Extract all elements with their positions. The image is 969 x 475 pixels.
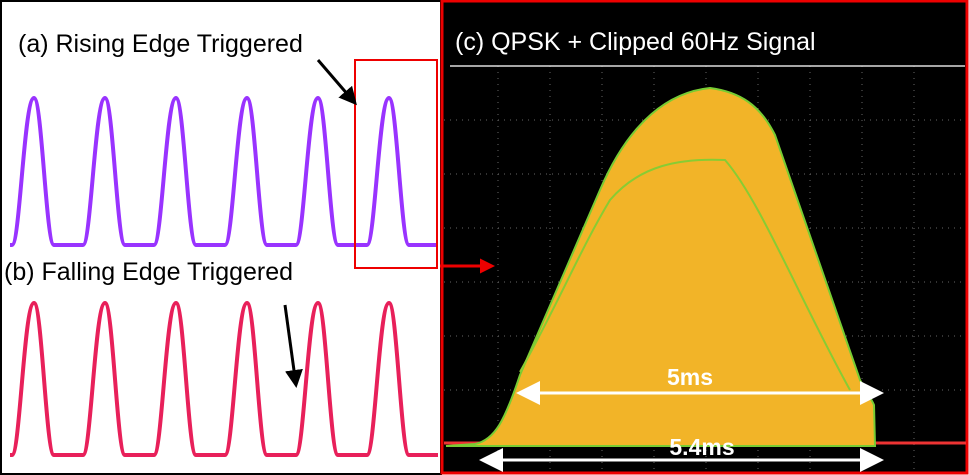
duration-label: 5ms xyxy=(667,364,713,390)
panel-label: (b) Falling Edge Triggered xyxy=(4,258,293,286)
panel-label: (a) Rising Edge Triggered xyxy=(18,30,303,58)
page: (a) Rising Edge Triggered (b) Falling Ed… xyxy=(0,0,969,475)
figure: (a) Rising Edge Triggered (b) Falling Ed… xyxy=(0,0,969,475)
duration-label: 5.4ms xyxy=(669,434,734,460)
panel-label: (c) QPSK + Clipped 60Hz Signal xyxy=(455,28,816,56)
